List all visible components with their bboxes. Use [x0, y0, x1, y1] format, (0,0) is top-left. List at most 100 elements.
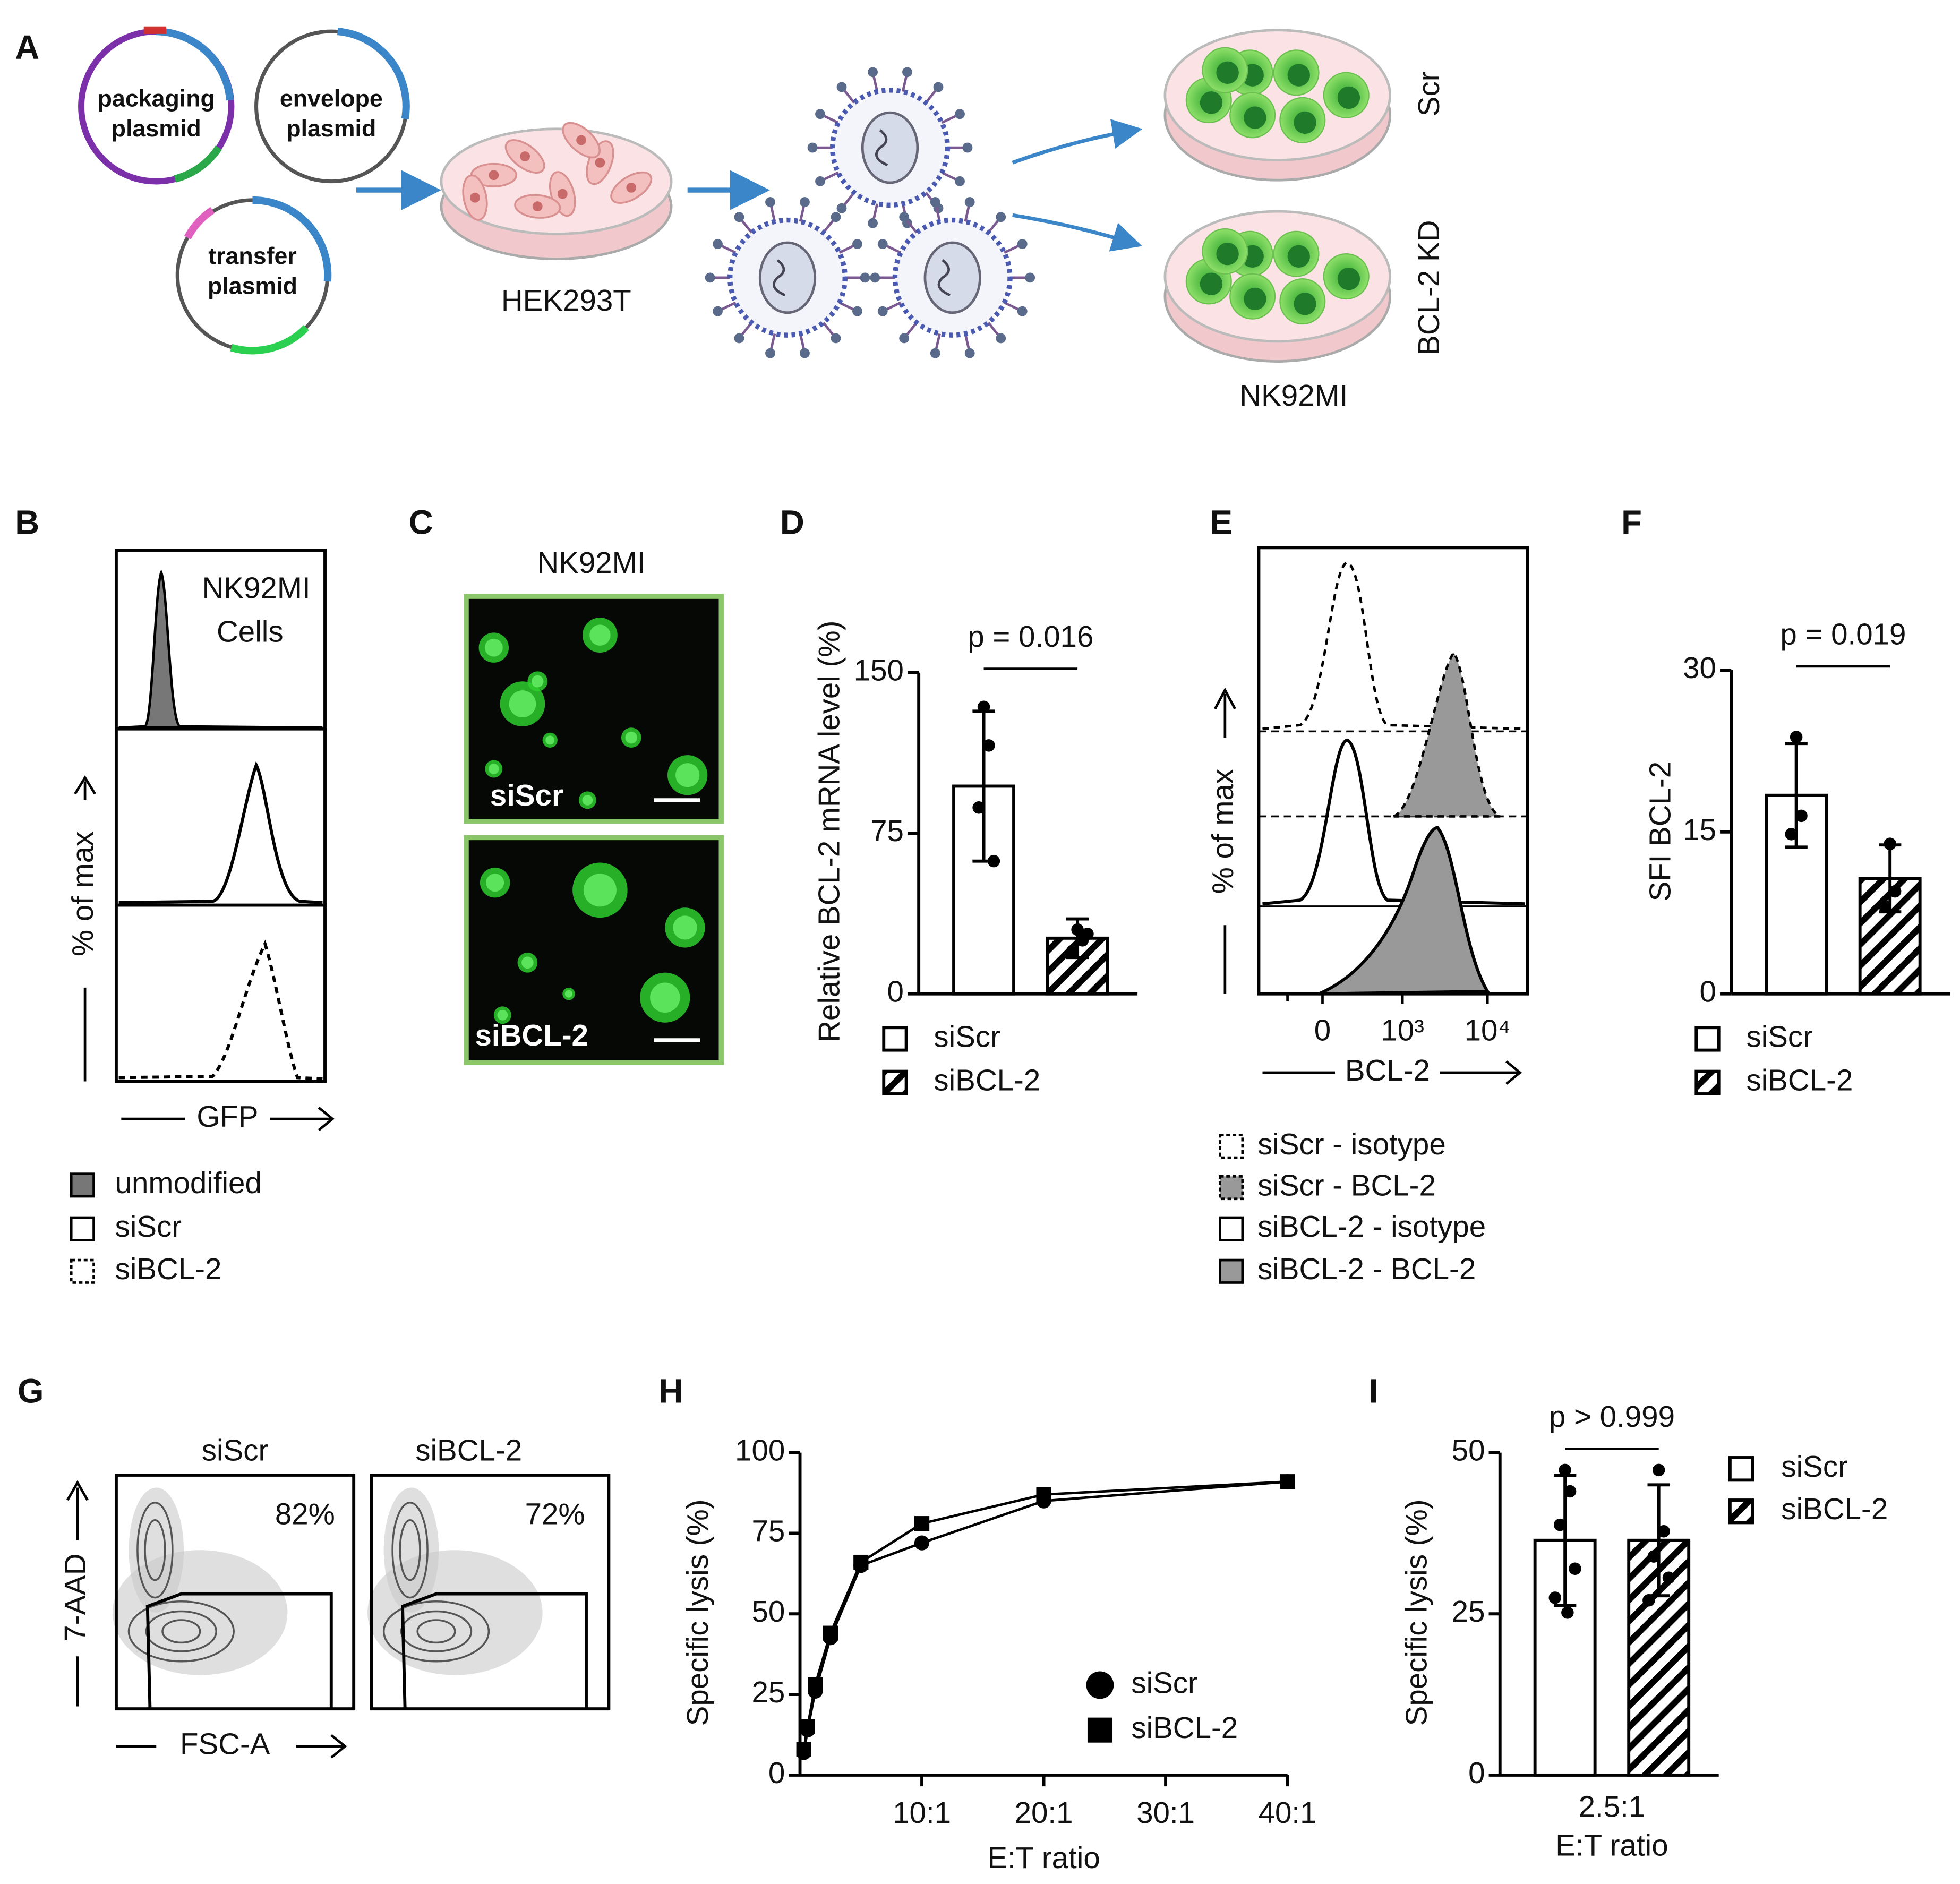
plasmid-gene — [230, 325, 309, 355]
data-point — [1569, 1562, 1581, 1575]
nk-nucleus — [1200, 272, 1223, 295]
plasmid-gene — [143, 26, 167, 34]
virus-rna — [875, 129, 888, 167]
panel-label: A — [15, 29, 39, 66]
data-point — [823, 1625, 838, 1641]
histogram — [118, 939, 323, 1081]
virus-capsid — [758, 241, 817, 314]
legend-swatch — [1219, 1258, 1244, 1284]
y-tick-label: 0 — [768, 1756, 785, 1789]
fluorescent-cell-core — [625, 731, 638, 744]
legend-label: siBCL-2 - BCL-2 — [1257, 1252, 1476, 1286]
panel-label: I — [1369, 1373, 1379, 1410]
x-axis-label: E:T ratio — [1555, 1828, 1668, 1862]
nk-nucleus — [1216, 242, 1239, 266]
virus-spike-head — [996, 333, 1006, 344]
legend-swatch — [1728, 1456, 1754, 1482]
data-point — [1878, 900, 1891, 913]
legend-swatch — [1728, 1498, 1754, 1525]
data-point — [1563, 1485, 1577, 1498]
y-axis-label: % of max — [1206, 769, 1239, 894]
hek-nucleus — [470, 192, 480, 203]
hek-nucleus — [595, 157, 605, 168]
data-point — [982, 739, 995, 752]
fluorescent-cell-core — [675, 763, 700, 787]
y-tick-label: 75 — [870, 814, 904, 847]
data-point — [1548, 1591, 1562, 1604]
legend-label: siBCL-2 — [115, 1252, 222, 1286]
nk-nucleus — [1244, 287, 1266, 311]
plot-frame — [114, 549, 327, 1083]
virus-rna — [772, 259, 786, 296]
legend-label: siScr — [1781, 1450, 1848, 1483]
legend-swatch — [70, 1216, 95, 1241]
histogram — [1318, 826, 1491, 996]
x-axis-label: BCL-2 — [1345, 1054, 1430, 1087]
panel-g: siScr siBCL-2 82% 72% 7-AAD FSC-A — [58, 1434, 611, 1761]
legend-label: siBCL-2 — [934, 1064, 1040, 1097]
x-tick-label: 0 — [1314, 1014, 1331, 1047]
y-axis-label: 7-AAD — [58, 1553, 92, 1641]
y-tick-label: 100 — [735, 1434, 785, 1467]
fluorescent-cell-core — [521, 956, 534, 969]
axis-arrow — [121, 1107, 335, 1132]
virus-spike-head — [930, 348, 940, 358]
fluorescent-cell-core — [509, 690, 536, 717]
y-axis-label: Specific lysis (%) — [1400, 1499, 1433, 1726]
nk-nucleus — [1337, 268, 1360, 290]
p-value: p = 0.016 — [968, 620, 1093, 653]
contour — [400, 1610, 473, 1652]
panel-label: D — [780, 504, 804, 542]
plot-frame — [114, 1474, 356, 1711]
fluorescent-cell-core — [531, 675, 544, 688]
virus-spike-head — [870, 272, 880, 283]
data-point — [1657, 1525, 1670, 1538]
legend-label: siScr — [1131, 1666, 1198, 1699]
arrow — [1012, 119, 1143, 165]
fluorescent-cell-core — [582, 794, 593, 806]
x-tick-label: 40:1 — [1259, 1796, 1317, 1829]
virus-spike-head — [831, 333, 841, 344]
y-axis-label: Relative BCL-2 mRNA level (%) — [812, 621, 845, 1042]
histogram — [118, 569, 323, 729]
legend-marker — [1087, 1717, 1113, 1743]
virus-spike-head — [836, 203, 847, 213]
virus-spike-head — [852, 239, 862, 249]
axis-arrow — [66, 1480, 89, 1707]
data-point — [1036, 1487, 1051, 1502]
lentivirus — [705, 67, 1035, 358]
nk-nucleus — [1287, 64, 1310, 87]
hek-nucleus — [532, 201, 543, 212]
nk-nucleus — [1337, 86, 1360, 109]
nk-nucleus — [1216, 61, 1239, 84]
panel-label: H — [659, 1373, 683, 1410]
data-point — [987, 854, 1000, 868]
virus-spike-head — [815, 176, 825, 186]
axis-arrow — [1213, 687, 1236, 994]
data-point — [914, 1535, 930, 1551]
hek-nucleus — [626, 182, 637, 193]
fluorescent-cell-core — [589, 624, 611, 646]
fluorescent-cell-core — [484, 638, 503, 657]
contour — [127, 1600, 235, 1663]
x-tick-label: 10³ — [1381, 1014, 1424, 1047]
histogram — [1262, 738, 1525, 906]
y-axis-label: SFI BCL-2 — [1644, 761, 1677, 902]
plasmid-gene — [156, 28, 234, 101]
arrow — [1012, 213, 1142, 252]
x-tick-label: 10:1 — [893, 1796, 951, 1829]
virus-spike-head — [955, 176, 965, 186]
x-axis-label: FSC-A — [180, 1727, 270, 1761]
virus-spike-head — [734, 212, 744, 222]
x-tick-label: 30:1 — [1136, 1796, 1195, 1829]
gate — [400, 1592, 588, 1709]
x-tick-label: 10⁴ — [1465, 1014, 1511, 1047]
legend-label: siBCL-2 — [1746, 1064, 1853, 1097]
nk-nucleus — [1200, 91, 1223, 114]
virus-spike-head — [868, 218, 878, 228]
virus-rna — [937, 259, 951, 296]
contour — [145, 1610, 217, 1652]
panel-label: E — [1210, 504, 1233, 542]
plasmid-label: plasmid — [112, 116, 201, 142]
data-point — [1559, 1463, 1571, 1477]
